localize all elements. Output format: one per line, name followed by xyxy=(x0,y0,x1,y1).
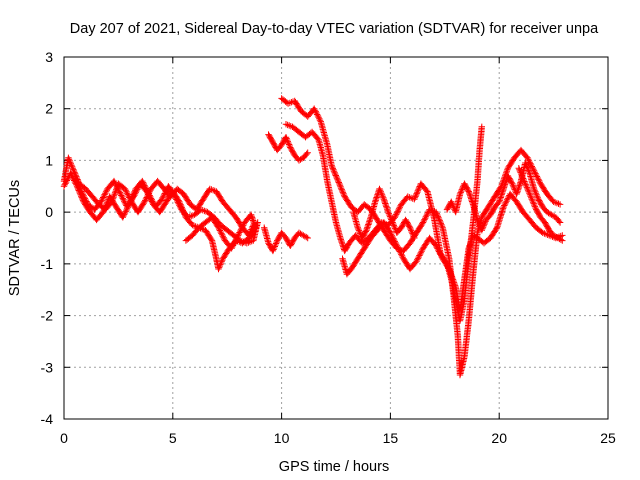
y-tick-label: 0 xyxy=(45,204,53,220)
data-marks xyxy=(60,95,566,379)
x-axis-label: GPS time / hours xyxy=(279,459,389,475)
y-tick-label: -1 xyxy=(41,256,54,272)
data-point-markers xyxy=(265,131,311,164)
plot-frame xyxy=(63,56,609,420)
series-track-k xyxy=(443,159,564,234)
series-track-l xyxy=(515,165,566,244)
data-point-markers xyxy=(339,190,566,314)
y-tick-label: -3 xyxy=(41,359,54,375)
data-point-markers xyxy=(182,224,259,273)
y-tick-label: 2 xyxy=(45,101,53,117)
y-tick-label: 3 xyxy=(45,49,53,65)
x-tick-label: 5 xyxy=(169,430,177,446)
y-tick-label: 1 xyxy=(45,152,53,168)
x-tick-label: 15 xyxy=(383,430,399,446)
data-point-markers xyxy=(515,165,566,244)
y-tick-label: -4 xyxy=(41,411,54,427)
data-point-markers xyxy=(443,159,564,234)
data-point-markers xyxy=(278,95,564,379)
y-axis-label: SDTVAR / TECUs xyxy=(7,180,23,296)
data-point-markers xyxy=(71,175,259,252)
series-track-g xyxy=(278,95,564,379)
axis-ticks: 0 5 10 15 20 25 -4 -3 -2 -1 0 1 2 3 xyxy=(41,49,616,446)
series-track-c xyxy=(71,175,259,252)
grid-lines xyxy=(64,57,608,419)
y-tick-label: -2 xyxy=(41,308,54,324)
chart-title: Day 207 of 2021, Sidereal Day-to-day VTE… xyxy=(70,21,599,37)
x-tick-label: 10 xyxy=(274,430,290,446)
series-track-f xyxy=(265,131,311,164)
series-track-a xyxy=(60,154,257,239)
data-point-markers xyxy=(350,185,418,242)
x-tick-label: 20 xyxy=(491,430,507,446)
x-tick-label: 0 xyxy=(60,430,68,446)
series-track-e xyxy=(261,224,311,255)
series-track-d xyxy=(182,224,259,273)
data-point-markers xyxy=(60,154,257,239)
x-tick-label: 25 xyxy=(600,430,616,446)
series-track-j xyxy=(350,185,418,242)
series-track-i xyxy=(339,190,566,314)
data-point-markers xyxy=(261,224,311,255)
